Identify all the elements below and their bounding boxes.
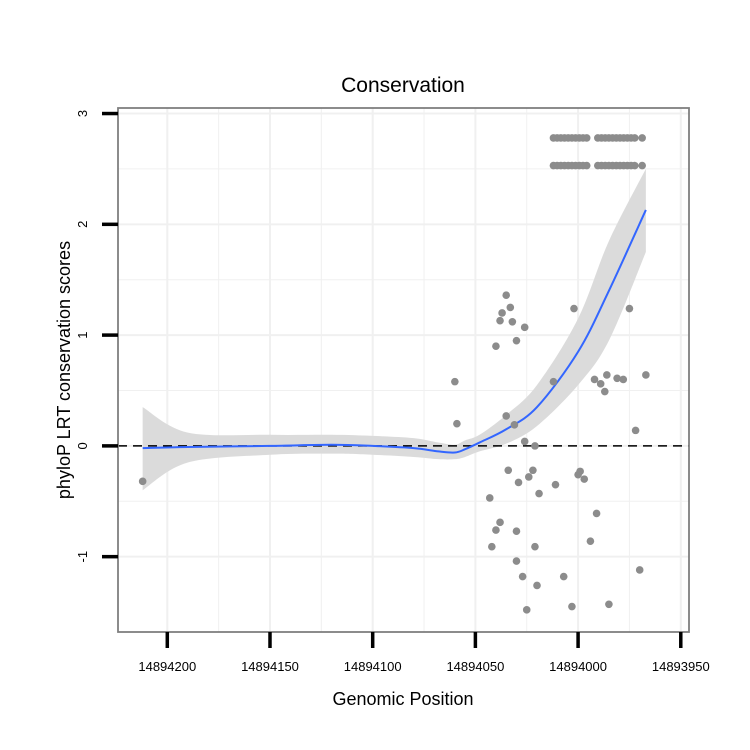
plot-panel-frame xyxy=(117,107,690,633)
data-point xyxy=(582,134,591,142)
data-point xyxy=(625,304,634,313)
data-point xyxy=(502,412,510,420)
data-point xyxy=(488,542,496,551)
data-point xyxy=(529,466,537,475)
x-tick-label: 14894000 xyxy=(549,659,607,674)
x-tick-label: 14894200 xyxy=(138,659,196,674)
data-point xyxy=(551,480,560,489)
y-axis: -1 0 1 2 3 xyxy=(75,110,118,563)
data-point xyxy=(522,606,531,614)
data-point xyxy=(630,134,639,142)
data-point xyxy=(631,426,640,435)
data-point xyxy=(592,509,601,518)
data-point xyxy=(510,421,519,429)
data-point xyxy=(580,475,589,483)
data-point xyxy=(630,161,639,170)
data-point xyxy=(619,375,628,384)
smooth-curve-layer xyxy=(142,209,647,454)
x-axis-label: Genomic Position xyxy=(332,689,473,709)
data-point xyxy=(531,542,539,551)
data-point xyxy=(498,309,506,317)
data-point xyxy=(549,377,558,386)
data-point xyxy=(502,291,510,300)
chart-title: Conservation xyxy=(341,74,465,97)
data-point xyxy=(512,527,521,535)
x-tick-label: 14893950 xyxy=(652,659,710,674)
data-point xyxy=(605,600,613,609)
data-point xyxy=(514,478,523,487)
data-point xyxy=(138,477,147,486)
data-point xyxy=(506,303,515,312)
data-point xyxy=(512,557,521,565)
data-point xyxy=(638,134,646,142)
x-axis: 14894200 14894150 14894100 14894050 14894000… xyxy=(138,632,710,674)
data-point xyxy=(520,437,529,446)
data-point xyxy=(518,572,527,581)
data-point xyxy=(568,602,576,611)
gridlines xyxy=(118,108,689,632)
data-point xyxy=(512,336,521,345)
data-point xyxy=(504,466,513,475)
data-point xyxy=(496,316,504,325)
y-tick-label: 0 xyxy=(75,442,90,449)
data-point xyxy=(590,375,599,384)
confidence-ribbon xyxy=(142,168,646,491)
data-point xyxy=(613,374,621,383)
data-point xyxy=(485,494,494,502)
data-point xyxy=(451,377,459,386)
data-point xyxy=(642,371,650,379)
data-point xyxy=(570,304,578,313)
y-tick-label: 1 xyxy=(75,331,90,338)
data-point xyxy=(533,581,541,590)
x-tick-label: 14894150 xyxy=(241,659,299,674)
data-point xyxy=(520,323,529,332)
x-tick-label: 14894100 xyxy=(344,659,402,674)
data-point xyxy=(586,537,595,545)
y-tick-label: 3 xyxy=(75,110,90,117)
data-point xyxy=(492,342,500,350)
data-point xyxy=(508,318,517,326)
x-tick-label: 14894050 xyxy=(446,659,504,674)
data-point xyxy=(535,489,543,498)
data-point xyxy=(596,380,605,388)
smooth-curve xyxy=(142,209,647,454)
data-point xyxy=(576,467,584,476)
confidence-ribbon-layer xyxy=(142,168,646,491)
data-point xyxy=(453,419,461,428)
data-point xyxy=(600,387,609,396)
data-point xyxy=(603,371,611,379)
data-point xyxy=(524,473,533,481)
data-point xyxy=(559,572,568,581)
scatter-points xyxy=(138,134,650,614)
data-point xyxy=(496,518,504,527)
data-point xyxy=(582,161,591,170)
y-tick-label: -1 xyxy=(75,551,90,563)
data-point xyxy=(635,566,644,574)
data-point xyxy=(531,442,539,450)
y-tick-label: 2 xyxy=(75,221,90,228)
data-point xyxy=(638,161,646,170)
y-axis-label: phyloP LRT conservation scores xyxy=(54,241,74,499)
data-point xyxy=(492,526,500,534)
